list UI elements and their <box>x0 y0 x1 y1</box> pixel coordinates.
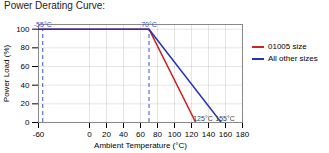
svg-text:80: 80 <box>153 130 162 139</box>
svg-text:80: 80 <box>21 43 30 52</box>
svg-text:180: 180 <box>236 130 250 139</box>
svg-text:-60: -60 <box>33 130 45 139</box>
svg-text:40: 40 <box>21 81 30 90</box>
svg-text:0: 0 <box>87 130 92 139</box>
svg-text:160: 160 <box>219 130 233 139</box>
svg-text:125°C: 125°C <box>193 115 213 122</box>
svg-text:140: 140 <box>202 130 216 139</box>
svg-text:-55°C: -55°C <box>34 21 52 28</box>
svg-text:20: 20 <box>21 99 30 108</box>
svg-text:Power Load (%): Power Load (%) <box>2 44 11 102</box>
svg-text:60: 60 <box>136 130 145 139</box>
svg-text:100: 100 <box>168 130 182 139</box>
svg-text:Ambient Temperature (°C): Ambient Temperature (°C) <box>94 141 187 150</box>
svg-text:100: 100 <box>16 25 30 34</box>
svg-text:20: 20 <box>102 130 111 139</box>
html-text:Power Derating Curve:: Power Derating Curve: <box>4 0 106 11</box>
svg-text:40: 40 <box>119 130 128 139</box>
svg-text:155°C: 155°C <box>215 115 235 122</box>
svg-text:0: 0 <box>25 118 30 127</box>
svg-text:60: 60 <box>21 62 30 71</box>
svg-text:120: 120 <box>185 130 199 139</box>
html-text:All other sizes: All other sizes <box>268 54 318 63</box>
svg-text:70°C: 70°C <box>141 21 157 28</box>
html-text:01005 size: 01005 size <box>268 42 307 51</box>
